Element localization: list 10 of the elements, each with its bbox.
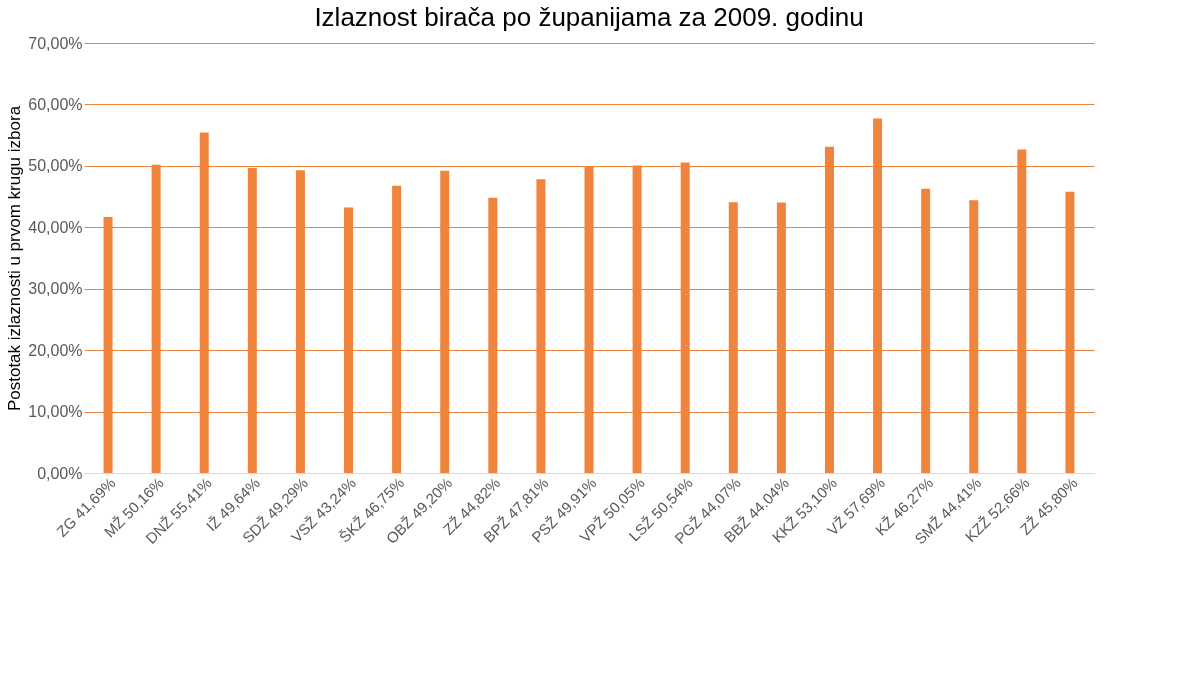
y-tick-label: 10,00% xyxy=(28,403,83,421)
y-tick-label: 30,00% xyxy=(28,280,83,298)
y-tick-label: 40,00% xyxy=(28,218,83,236)
chart-title: Izlaznost birača po županijama za 2009. godinu xyxy=(314,2,864,32)
y-tick-label: 50,00% xyxy=(28,157,83,175)
y-tick-label: 20,00% xyxy=(28,341,83,359)
y-axis-title: Postotak izlaznosti u prvom krugu izbora xyxy=(5,105,25,412)
y-tick-label: 60,00% xyxy=(28,95,83,113)
y-tick-label: 70,00% xyxy=(28,34,83,52)
y-tick-label: 0,00% xyxy=(37,464,83,482)
